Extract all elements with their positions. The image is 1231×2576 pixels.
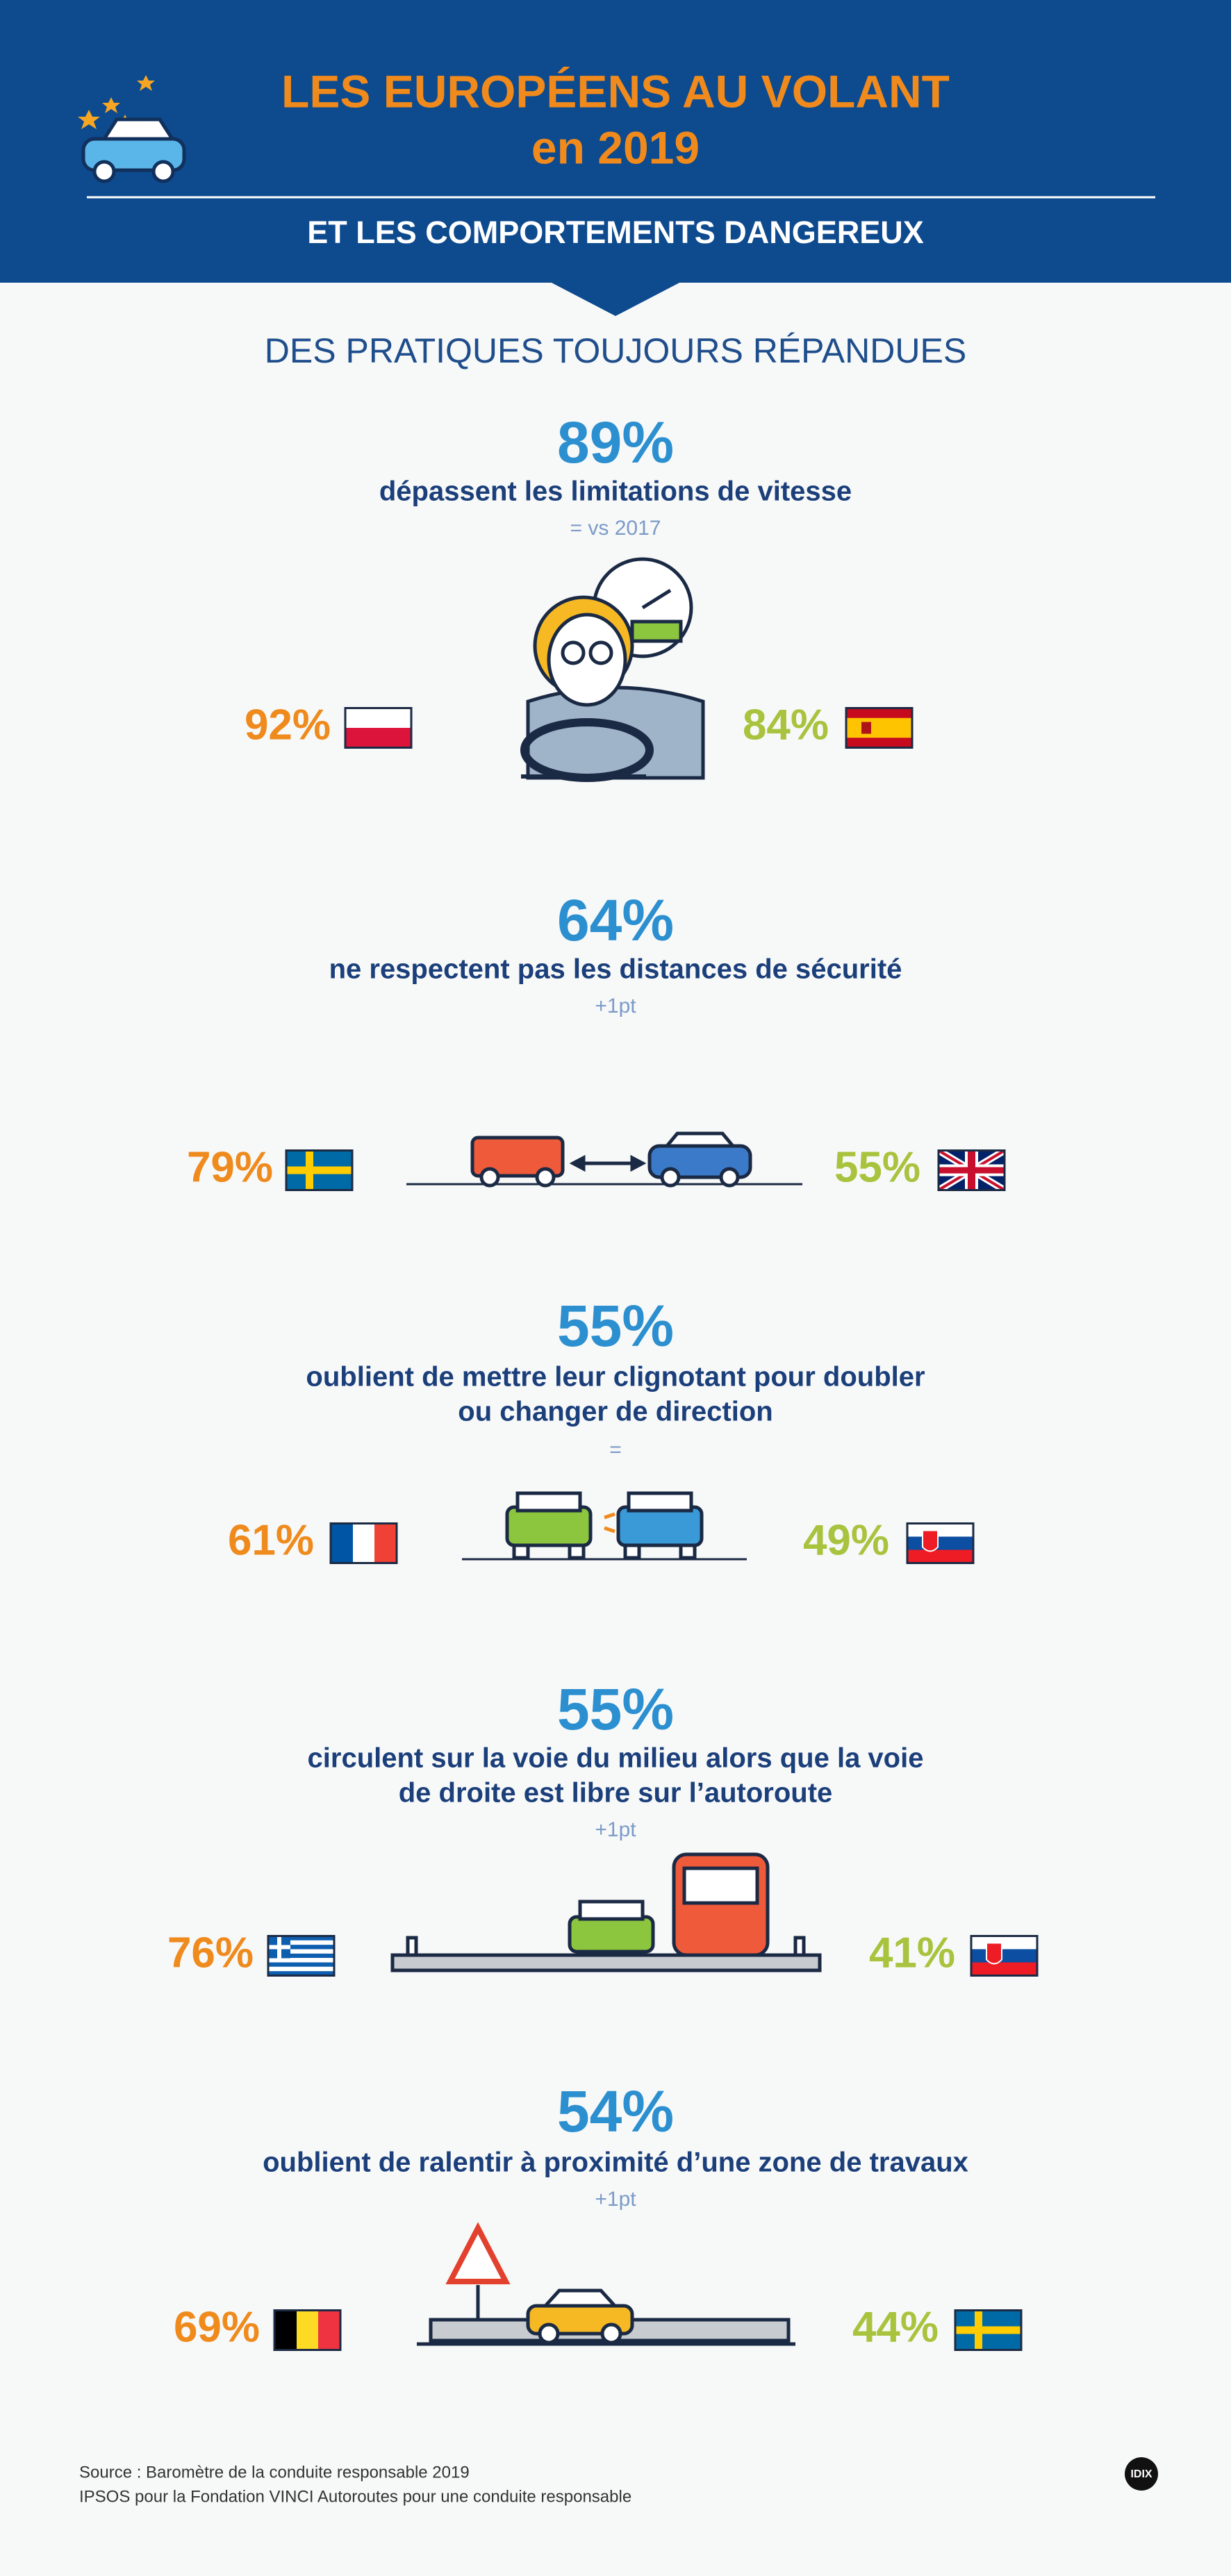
- left-percent: 69%: [174, 2303, 260, 2351]
- description: dépassent les limitations de vitesse: [379, 476, 852, 507]
- stat: 55%: [557, 1293, 674, 1358]
- right-percent: 44%: [852, 2303, 939, 2351]
- flag-part: [268, 1936, 334, 1941]
- left-percent: 92%: [245, 701, 331, 749]
- flag-part: [971, 1962, 1037, 1976]
- flag-part: [986, 1942, 1002, 1965]
- flag: [936, 1147, 1007, 1193]
- flag-border: [937, 1149, 1006, 1191]
- stat: 89%: [557, 410, 674, 475]
- flag-border: [344, 707, 413, 749]
- logo-badge: [1125, 2457, 1158, 2491]
- flag-part: [297, 2310, 318, 2350]
- flag-part: [975, 2310, 982, 2350]
- flag-part: [861, 722, 871, 734]
- flag-part: [345, 708, 411, 728]
- description: ou changer de direction: [458, 1397, 773, 1427]
- flag-part: [907, 1536, 973, 1550]
- change: +1pt: [595, 2188, 636, 2211]
- flag-part: [268, 1953, 334, 1959]
- flag: [845, 707, 914, 749]
- flag-part: [971, 1936, 1037, 1950]
- flag-border: [285, 1149, 354, 1191]
- flag: [906, 1522, 975, 1564]
- flag: [954, 2309, 1023, 2351]
- source-line: IPSOS pour la Fondation VINCI Autoroutes…: [79, 2487, 631, 2506]
- flag-part: [968, 1150, 975, 1190]
- stat: 54%: [557, 2079, 674, 2144]
- stat: 55%: [557, 1677, 674, 1742]
- flag-part: [268, 1958, 334, 1963]
- stat: 64%: [557, 888, 674, 953]
- description: oublient de ralentir à proximité d’une z…: [263, 2147, 968, 2178]
- illustration-distance: [406, 1131, 802, 1188]
- title-line: en 2019: [531, 122, 700, 173]
- left-percent: 76%: [167, 1929, 254, 1977]
- header-band: [0, 0, 1231, 283]
- right-percent: 84%: [743, 701, 829, 749]
- flag: [329, 1522, 398, 1564]
- illustration-roadworks: [417, 2222, 795, 2346]
- title-line: LES EUROPÉENS AU VOLANT: [281, 65, 950, 117]
- flag: [970, 1935, 1039, 1977]
- header-arrow: [549, 281, 682, 316]
- flag-part: [286, 1166, 352, 1174]
- change: +1pt: [595, 995, 636, 1017]
- flag-part: [318, 2310, 340, 2350]
- flag-part: [268, 1949, 334, 1954]
- description: circulent sur la voie du milieu alors qu…: [308, 1743, 924, 1774]
- header-icon: [78, 75, 186, 183]
- flag-border: [267, 1935, 336, 1977]
- logo: IDIX: [1130, 2468, 1152, 2480]
- subtitle: ET LES COMPORTEMENTS DANGEREUX: [307, 215, 924, 250]
- flag: [285, 1149, 354, 1191]
- flag-part: [907, 1523, 973, 1537]
- illustration-driver: [520, 557, 705, 782]
- flag-border: [329, 1522, 398, 1564]
- change: +1pt: [595, 1818, 636, 1841]
- description: oublient de mettre leur clignotant pour …: [306, 1362, 925, 1393]
- flag: [273, 2309, 342, 2351]
- flag-border: [970, 1935, 1039, 1977]
- illustration-lane: [390, 1852, 822, 1972]
- flag-part: [268, 1962, 334, 1967]
- flag-part: [353, 1523, 374, 1563]
- right-percent: 49%: [803, 1516, 889, 1564]
- section-title: DES PRATIQUES TOUJOURS RÉPANDUES: [265, 331, 966, 370]
- flag-part: [345, 728, 411, 748]
- right-percent: 41%: [869, 1929, 955, 1977]
- flag-part: [268, 1940, 334, 1945]
- flag-part: [268, 1945, 334, 1950]
- change: = vs 2017: [570, 517, 661, 540]
- flag-part: [274, 2310, 297, 2350]
- flag-part: [846, 717, 912, 738]
- flag-part: [374, 1523, 397, 1563]
- illustration-indicator: [462, 1491, 747, 1561]
- flag-part: [277, 1936, 281, 1959]
- flag-border: [845, 707, 914, 749]
- left-percent: 61%: [228, 1516, 314, 1564]
- description: de droite est libre sur l’autoroute: [399, 1778, 833, 1809]
- flag-part: [955, 2326, 1021, 2334]
- flag: [267, 1935, 336, 1977]
- flag-part: [306, 1150, 313, 1190]
- description: ne respectent pas les distances de sécur…: [329, 954, 902, 985]
- flag-part: [268, 1971, 334, 1976]
- flag-part: [922, 1529, 939, 1552]
- flag: [344, 707, 413, 749]
- flag-part: [331, 1523, 353, 1563]
- flag-part: [268, 1966, 334, 1972]
- source-line: Source : Baromètre de la conduite respon…: [79, 2463, 470, 2482]
- flag-border: [906, 1522, 975, 1564]
- flag-part: [907, 1549, 973, 1563]
- left-percent: 79%: [187, 1143, 273, 1191]
- change: =: [609, 1438, 622, 1461]
- right-percent: 55%: [834, 1143, 920, 1191]
- flag-border: [954, 2309, 1023, 2351]
- flag-part: [971, 1949, 1037, 1963]
- flag-border: [273, 2309, 342, 2351]
